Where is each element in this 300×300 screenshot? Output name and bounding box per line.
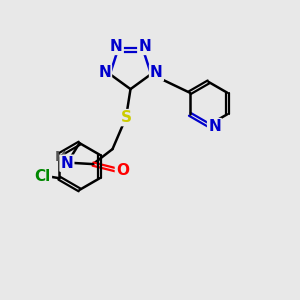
Text: N: N: [61, 156, 73, 171]
Text: O: O: [116, 163, 129, 178]
Text: N: N: [150, 65, 163, 80]
Text: H: H: [55, 150, 67, 164]
Text: N: N: [98, 65, 111, 80]
Text: N: N: [208, 119, 221, 134]
Text: N: N: [138, 39, 151, 54]
Text: S: S: [121, 110, 131, 125]
Text: Cl: Cl: [34, 169, 51, 184]
Text: N: N: [110, 39, 123, 54]
